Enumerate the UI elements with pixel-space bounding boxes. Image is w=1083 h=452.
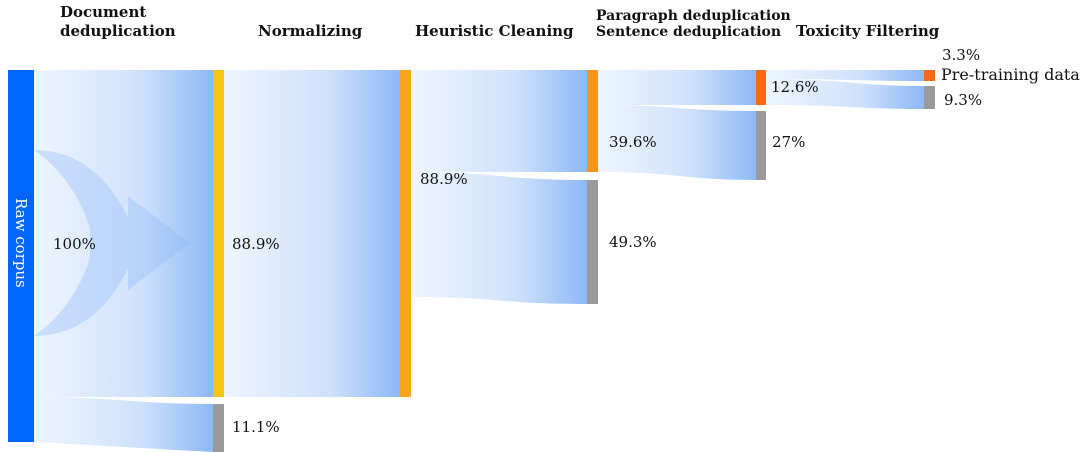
label-pretraining-data: Pre-training data	[941, 65, 1080, 84]
raw-corpus-label: Raw corpus	[12, 198, 30, 288]
flow-raw-to-dedup	[34, 70, 213, 397]
value-after-paragraph-sentence: 12.6%	[771, 78, 819, 96]
stage-title-heuristic-cleaning: Heuristic Cleaning	[415, 22, 574, 40]
value-heuristic-removed: 49.3%	[609, 233, 657, 251]
stage-title-paragraph-dedup: Paragraph deduplication	[596, 8, 791, 24]
node-dedup2-removed	[756, 111, 766, 180]
node-dedup2-kept	[756, 70, 766, 105]
node-heuristic-kept	[587, 70, 598, 172]
flow-dedup-to-normalizing	[224, 70, 400, 397]
value-raw: 100%	[53, 235, 96, 253]
flow-normalizing-to-heuristic-removed	[411, 172, 587, 304]
node-toxicity-removed	[924, 86, 935, 109]
value-after-dedup: 88.9%	[232, 235, 280, 253]
stage-title-normalizing: Normalizing	[258, 22, 363, 40]
value-dedup-removed: 11.1%	[232, 418, 280, 436]
node-heuristic-removed	[587, 180, 598, 304]
flow-dedup-to-pretraining	[766, 70, 924, 81]
value-paragraph-sentence-removed: 27%	[772, 133, 806, 151]
stage-title-text: Document deduplication	[60, 3, 176, 40]
flow-dedup-to-toxicity-removed	[766, 79, 924, 109]
node-dedup-kept	[213, 70, 224, 397]
stage-title-document-dedup: Document deduplication	[60, 3, 190, 41]
flow-heuristic-to-dedup-kept	[598, 70, 756, 105]
flow-normalizing-to-heuristic-kept	[411, 70, 587, 172]
flow-heuristic-to-dedup-removed	[598, 105, 756, 180]
node-normalizing-kept	[400, 70, 411, 397]
flow-arrow-icon	[34, 150, 190, 336]
value-pretraining-data: 3.3%	[942, 46, 981, 64]
node-dedup-removed	[213, 404, 224, 452]
flow-raw-to-dedup-removed	[34, 397, 213, 452]
node-pretraining-data	[924, 70, 935, 81]
node-raw-corpus	[8, 70, 34, 442]
value-after-heuristic: 39.6%	[609, 133, 657, 151]
value-after-heuristic-input: 88.9%	[420, 170, 468, 188]
stage-title-sentence-dedup: Sentence deduplication	[596, 24, 782, 40]
stage-title-toxicity-filtering: Toxicity Filtering	[796, 22, 940, 40]
value-toxicity-removed: 9.3%	[944, 91, 983, 109]
